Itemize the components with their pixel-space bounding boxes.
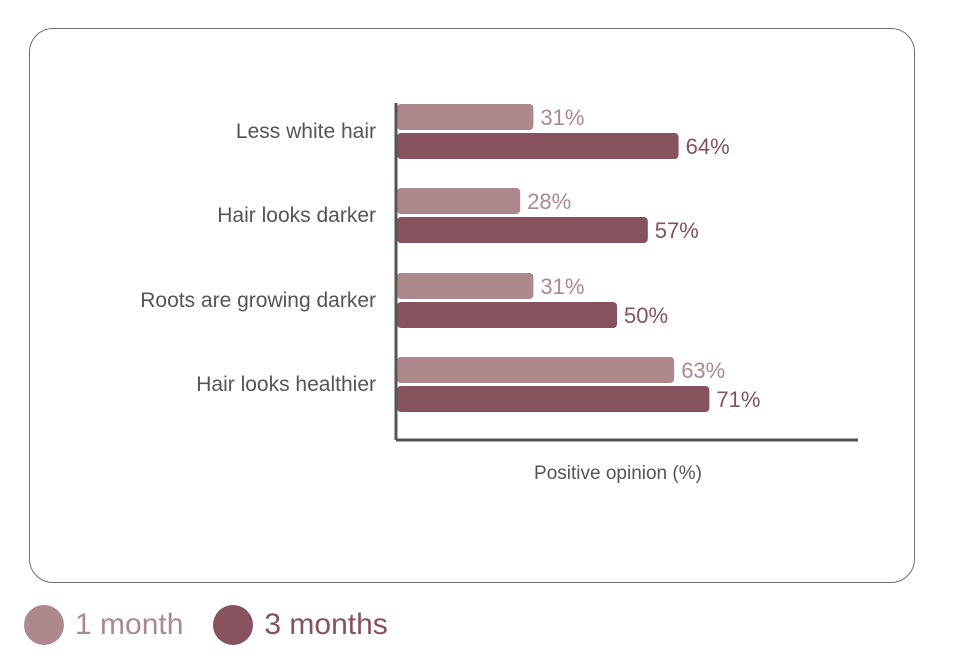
bar-3-months-roots-are-growing-darker — [397, 302, 617, 328]
bar-3-months-hair-looks-healthier — [397, 386, 710, 412]
value-label-1-month-hair-looks-healthier: 63% — [681, 358, 725, 383]
legend: 1 month 3 months — [24, 603, 418, 647]
category-label-hair-looks-healthier: Hair looks healthier — [196, 373, 376, 396]
category-label-roots-are-growing-darker: Roots are growing darker — [140, 289, 376, 312]
category-label-hair-looks-darker: Hair looks darker — [217, 204, 376, 227]
value-label-3-months-hair-looks-healthier: 71% — [716, 387, 760, 412]
x-axis-title: Positive opinion (%) — [534, 463, 702, 484]
bar-3-months-hair-looks-darker — [397, 217, 648, 243]
value-label-1-month-roots-are-growing-darker: 31% — [540, 274, 584, 299]
legend-label-3-months: 3 months — [264, 608, 388, 641]
bar-1-month-hair-looks-darker — [397, 188, 521, 214]
value-label-3-months-roots-are-growing-darker: 50% — [624, 303, 668, 328]
legend-item-3-months: 3 months — [213, 605, 388, 645]
legend-swatch-3-months — [213, 605, 254, 645]
bar-1-month-less-white-hair — [397, 104, 534, 130]
bars-layer — [397, 104, 710, 412]
bar-1-month-roots-are-growing-darker — [397, 273, 534, 299]
value-label-1-month-hair-looks-darker: 28% — [527, 189, 571, 214]
category-label-less-white-hair: Less white hair — [236, 120, 376, 143]
bar-1-month-hair-looks-healthier — [397, 357, 675, 383]
bar-3-months-less-white-hair — [397, 133, 679, 159]
value-label-3-months-less-white-hair: 64% — [686, 134, 730, 159]
legend-label-1-month: 1 month — [75, 608, 184, 641]
category-labels-layer: Less white hair Hair looks darker Roots ar… — [140, 120, 376, 396]
legend-item-1-month: 1 month — [24, 605, 183, 645]
value-labels-layer: 31% 64% 28% 57% 31% 50% 63% 71% — [527, 105, 760, 412]
value-label-3-months-hair-looks-darker: 57% — [655, 218, 699, 243]
value-label-1-month-less-white-hair: 31% — [540, 105, 584, 130]
legend-swatch-1-month — [24, 605, 64, 645]
